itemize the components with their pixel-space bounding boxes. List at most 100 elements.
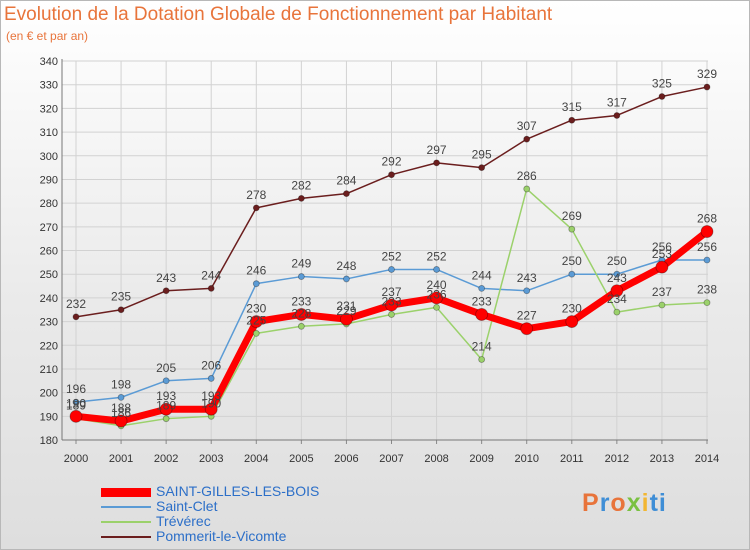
data-label-tr-v-rec: 237 bbox=[652, 285, 672, 299]
data-label-saint-gilles-les-bois: 227 bbox=[517, 309, 537, 323]
data-point-pommerit-le-vicomte bbox=[207, 284, 215, 292]
y-tick-label: 340 bbox=[40, 56, 58, 68]
x-tick-label: 2014 bbox=[695, 453, 719, 465]
data-point-saint-gilles-les-bois bbox=[69, 409, 83, 423]
data-label-saint-clet: 250 bbox=[562, 254, 582, 268]
data-point-saint-gilles-les-bois bbox=[340, 312, 353, 326]
logo-letter-4: i bbox=[641, 489, 650, 517]
data-point-saint-clet bbox=[297, 273, 305, 280]
data-label-saint-gilles-les-bois: 233 bbox=[472, 294, 492, 308]
data-point-saint-clet bbox=[207, 375, 215, 382]
x-tick-label: 2000 bbox=[64, 453, 88, 465]
data-label-saint-gilles-les-bois: 188 bbox=[111, 401, 131, 415]
data-point-saint-clet bbox=[433, 266, 440, 273]
legend-label-saint-gilles: SAINT-GILLES-LES-BOIS bbox=[156, 483, 320, 499]
y-tick-label: 210 bbox=[40, 364, 58, 376]
data-label-pommerit-le-vicomte: 325 bbox=[652, 77, 672, 91]
data-point-tr-v-rec bbox=[613, 308, 621, 316]
data-label-saint-clet: 244 bbox=[472, 268, 492, 282]
data-point-pommerit-le-vicomte bbox=[433, 159, 440, 167]
data-point-tr-v-rec bbox=[568, 225, 576, 233]
data-label-saint-gilles-les-bois: 233 bbox=[291, 294, 311, 308]
chart-subtitle: (en € et par an) bbox=[6, 29, 89, 43]
x-tick-label: 2001 bbox=[109, 453, 133, 465]
data-point-saint-clet bbox=[568, 270, 576, 278]
data-point-saint-clet bbox=[343, 275, 350, 283]
data-label-saint-clet: 196 bbox=[66, 382, 86, 396]
data-label-pommerit-le-vicomte: 243 bbox=[156, 271, 176, 285]
data-label-tr-v-rec: 234 bbox=[607, 292, 627, 306]
data-label-saint-gilles-les-bois: 230 bbox=[562, 302, 582, 316]
data-label-saint-clet: 243 bbox=[517, 271, 537, 285]
chart-title: Evolution de la Dotation Globale de Fonc… bbox=[4, 4, 553, 25]
logo-letter-0: P bbox=[582, 489, 600, 517]
data-point-saint-clet bbox=[703, 256, 711, 264]
data-label-tr-v-rec: 189 bbox=[66, 399, 86, 413]
data-label-saint-gilles-les-bois: 243 bbox=[607, 271, 627, 285]
y-tick-label: 180 bbox=[40, 435, 58, 447]
data-label-saint-clet: 206 bbox=[201, 358, 221, 372]
data-label-saint-gilles-les-bois: 268 bbox=[697, 212, 717, 226]
data-point-saint-gilles-les-bois bbox=[159, 402, 173, 416]
data-label-tr-v-rec: 229 bbox=[336, 304, 356, 318]
legend-label-pommerit: Pommerit-le-Vicomte bbox=[156, 528, 287, 544]
data-point-pommerit-le-vicomte bbox=[658, 93, 666, 100]
data-point-pommerit-le-vicomte bbox=[703, 83, 711, 91]
data-point-saint-clet bbox=[72, 398, 80, 406]
data-point-saint-gilles-les-bois bbox=[700, 225, 714, 238]
data-label-saint-gilles-les-bois: 237 bbox=[381, 285, 401, 299]
data-label-saint-gilles-les-bois: 190 bbox=[66, 396, 86, 410]
data-point-saint-gilles-les-bois bbox=[475, 308, 489, 321]
data-label-saint-clet: 198 bbox=[111, 377, 131, 391]
data-point-saint-gilles-les-bois bbox=[294, 308, 308, 321]
y-tick-label: 270 bbox=[40, 222, 58, 234]
data-label-pommerit-le-vicomte: 244 bbox=[201, 268, 221, 282]
y-tick-label: 320 bbox=[40, 103, 58, 115]
data-label-saint-gilles-les-bois: 230 bbox=[246, 302, 266, 316]
data-label-tr-v-rec: 225 bbox=[246, 313, 266, 327]
logo-letter-3: x bbox=[626, 489, 642, 517]
data-label-pommerit-le-vicomte: 329 bbox=[697, 67, 717, 81]
logo-letter-5: ti bbox=[649, 489, 667, 517]
data-label-pommerit-le-vicomte: 317 bbox=[607, 95, 627, 109]
legend-swatch-treverec bbox=[101, 521, 151, 523]
x-tick-label: 2012 bbox=[605, 453, 629, 465]
data-point-tr-v-rec bbox=[252, 330, 260, 337]
data-point-saint-gilles-les-bois bbox=[204, 402, 218, 416]
data-point-saint-clet bbox=[162, 377, 170, 385]
x-tick-label: 2013 bbox=[650, 453, 674, 465]
data-point-pommerit-le-vicomte bbox=[252, 204, 260, 212]
data-label-saint-clet: 205 bbox=[156, 361, 176, 375]
data-point-pommerit-le-vicomte bbox=[162, 287, 170, 295]
data-point-saint-clet bbox=[388, 266, 395, 273]
y-tick-label: 240 bbox=[40, 293, 58, 305]
data-point-saint-gilles-les-bois bbox=[114, 414, 128, 428]
data-point-pommerit-le-vicomte bbox=[388, 171, 395, 179]
data-label-pommerit-le-vicomte: 284 bbox=[336, 174, 356, 188]
x-tick-label: 2006 bbox=[334, 453, 358, 465]
data-point-tr-v-rec bbox=[703, 299, 711, 307]
y-tick-label: 310 bbox=[40, 127, 58, 139]
y-tick-label: 300 bbox=[40, 151, 58, 163]
data-label-pommerit-le-vicomte: 232 bbox=[66, 297, 86, 311]
data-point-saint-gilles-les-bois bbox=[249, 315, 263, 328]
y-tick-label: 230 bbox=[40, 317, 58, 329]
data-point-pommerit-le-vicomte bbox=[297, 194, 305, 202]
data-label-saint-gilles-les-bois: 193 bbox=[156, 389, 176, 403]
data-label-pommerit-le-vicomte: 292 bbox=[381, 155, 401, 169]
data-point-pommerit-le-vicomte bbox=[72, 313, 80, 321]
data-point-saint-clet bbox=[613, 270, 621, 278]
y-tick-label: 220 bbox=[40, 340, 58, 352]
data-point-tr-v-rec bbox=[433, 303, 440, 311]
data-label-pommerit-le-vicomte: 235 bbox=[111, 290, 131, 304]
y-tick-label: 280 bbox=[40, 198, 58, 210]
data-point-saint-gilles-les-bois bbox=[565, 315, 579, 328]
x-tick-label: 2010 bbox=[514, 453, 538, 465]
data-point-pommerit-le-vicomte bbox=[613, 112, 621, 119]
x-tick-label: 2004 bbox=[244, 453, 268, 465]
data-label-pommerit-le-vicomte: 295 bbox=[472, 148, 492, 162]
data-point-tr-v-rec bbox=[658, 301, 666, 309]
data-point-pommerit-le-vicomte bbox=[117, 306, 125, 314]
data-point-tr-v-rec bbox=[162, 415, 170, 423]
y-tick-label: 290 bbox=[40, 174, 58, 186]
